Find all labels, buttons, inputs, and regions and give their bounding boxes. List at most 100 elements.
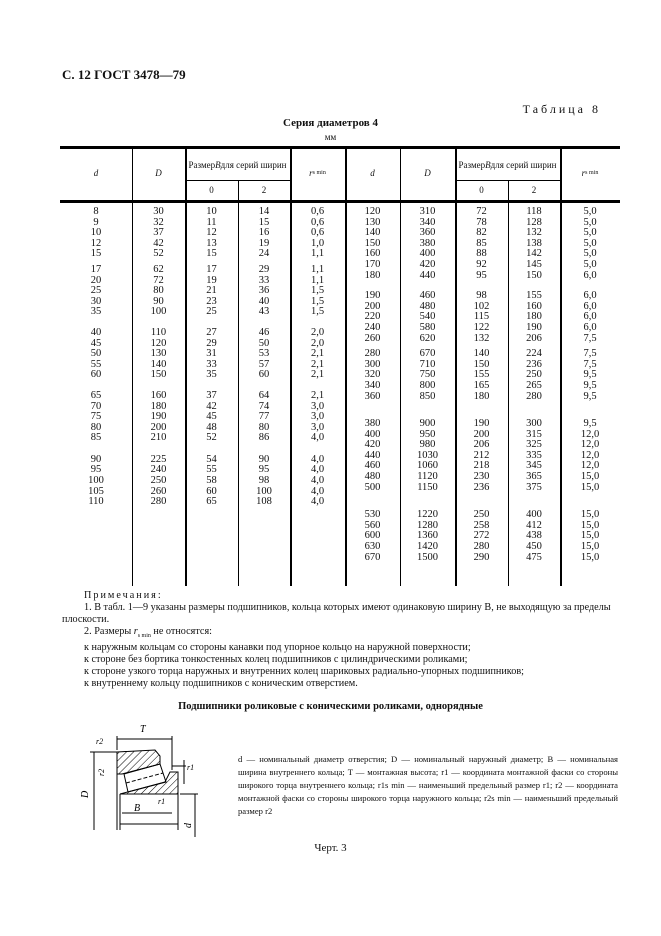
- table-cell: 24: [258, 248, 270, 260]
- table-cell: 200: [150, 421, 167, 433]
- table-cell: 250: [150, 475, 167, 487]
- table-cell: 4,0: [310, 485, 325, 497]
- table-cell: 440: [364, 449, 381, 461]
- table-cell: 12,0: [580, 460, 600, 472]
- notes: Примечания: 1. В табл. 1—9 указаны разме…: [62, 590, 618, 690]
- table-cell: 40: [90, 326, 102, 338]
- table-cell: 105: [88, 485, 104, 497]
- table-cell: 85: [90, 432, 102, 444]
- table-cell: 118: [526, 206, 542, 217]
- table-cell: 110: [150, 326, 167, 338]
- table-cell: 212: [473, 449, 490, 461]
- table-cell: 130: [364, 216, 381, 228]
- table-cell: 37: [206, 389, 217, 401]
- table-cell: 1420: [417, 541, 438, 553]
- column-rule: [238, 180, 239, 586]
- table-cell: 12,0: [580, 449, 600, 461]
- table-cell: 140: [364, 227, 381, 239]
- table-cell: 1,0: [310, 237, 325, 249]
- table-cell: 25: [206, 306, 217, 318]
- table-cell: 3,0: [310, 400, 325, 412]
- table-cell: 80: [90, 421, 102, 433]
- table-cell: 32: [153, 216, 164, 228]
- table-cell: 4,0: [310, 475, 325, 487]
- table-cell: 380: [364, 418, 381, 430]
- table-cell: 620: [419, 332, 436, 344]
- table-cell: 600: [364, 530, 381, 542]
- table-cell: 335: [526, 449, 542, 461]
- table-cell: 120: [364, 206, 381, 217]
- table-cell: 2,1: [310, 369, 325, 381]
- label-r1-vertical: r1: [187, 763, 194, 772]
- table-cell: 420: [364, 439, 381, 451]
- table-cell: 86: [258, 432, 270, 444]
- table-cell: 250: [526, 369, 542, 381]
- table-cell: 236: [473, 481, 490, 493]
- table-cell: 224: [526, 348, 542, 360]
- table-cell: 64: [258, 389, 270, 401]
- note-2-item: к внутреннему кольцу подшипников с конич…: [84, 678, 358, 690]
- table-cell: 220: [364, 311, 381, 323]
- table-cell: 1280: [417, 519, 438, 531]
- table-cell: 480: [419, 300, 436, 312]
- table-cell: 340: [419, 216, 436, 228]
- table-cell: 25: [90, 285, 102, 297]
- table-cell: 250: [473, 509, 490, 521]
- table-cell: 9: [93, 216, 99, 228]
- table-cell: 60: [90, 369, 102, 381]
- header-d: d: [370, 167, 375, 178]
- column-rs: 5,0 5,0 5,0 5,0 5,0 5,0 6,0 6,0 6,0 6,0 6,0 7,5 7,5 7…: [560, 206, 620, 563]
- table-cell: 1,1: [310, 248, 325, 260]
- column-rule: [455, 146, 457, 586]
- table-cell: 1060: [417, 460, 438, 472]
- table-cell: 30: [153, 206, 164, 217]
- table-cell: 9,5: [583, 369, 597, 381]
- table-cell: 155: [473, 369, 490, 381]
- table-cell: 85: [476, 237, 487, 249]
- header-series-0: 0: [209, 184, 214, 195]
- column-B0: 72 78 82 85 88 92 95 98 102 115 122 132 140 150 155 165…: [455, 206, 508, 563]
- table-cell: 15,0: [580, 551, 600, 563]
- table-cell: 980: [419, 439, 436, 451]
- column-d: 8 9 10 12 15 17 20 25 30 35 40 45 50 55 60 65 70 75 80 85 90…: [60, 206, 132, 508]
- table-cell: 5,0: [583, 248, 597, 260]
- table-cell: 98: [258, 475, 270, 487]
- table-cell: 160: [526, 300, 542, 312]
- table-cell: 0,6: [310, 206, 325, 217]
- table-cell: 200: [364, 300, 381, 312]
- table-cell: 122: [473, 321, 490, 333]
- table-cell: 150: [473, 358, 490, 370]
- table-cell: 12: [90, 237, 102, 249]
- table-unit: мм: [324, 132, 337, 142]
- table-cell: 580: [419, 321, 436, 333]
- table-cell: 420: [419, 258, 436, 270]
- table-cell: 150: [364, 237, 381, 249]
- table-cell: 180: [364, 269, 381, 281]
- label-r2: r2: [96, 737, 103, 746]
- table-cell: 35: [206, 369, 217, 381]
- table-cell: 180: [150, 400, 167, 412]
- table-cell: 206: [473, 439, 490, 451]
- figure-title: Подшипники роликовые с коническими ролик…: [178, 701, 483, 712]
- table-cell: 360: [364, 390, 381, 402]
- table-cell: 400: [419, 248, 436, 260]
- figure-caption: Черт. 3: [314, 842, 347, 854]
- table-cell: 4,0: [310, 464, 325, 476]
- bearing-drawing: T r2 r2 D B r1 r1 d: [80, 724, 198, 837]
- table-cell: 90: [153, 295, 164, 307]
- table-cell: 0,6: [310, 216, 325, 228]
- table-cell: 7,5: [583, 358, 597, 370]
- table-cell: 100: [88, 475, 104, 487]
- table-cell: 630: [364, 541, 381, 553]
- table-cell: 29: [258, 263, 270, 275]
- table-cell: 54: [206, 453, 217, 465]
- table-cell: 450: [526, 541, 542, 553]
- table-cell: 5,0: [583, 258, 597, 270]
- table-cell: 120: [150, 337, 167, 349]
- header-series-0: 0: [479, 184, 484, 195]
- table-cell: 130: [150, 348, 167, 360]
- table-cell: 1,5: [310, 306, 325, 318]
- table-cell: 88: [476, 248, 487, 260]
- table-cell: 14: [258, 206, 270, 217]
- table-cell: 750: [419, 369, 436, 381]
